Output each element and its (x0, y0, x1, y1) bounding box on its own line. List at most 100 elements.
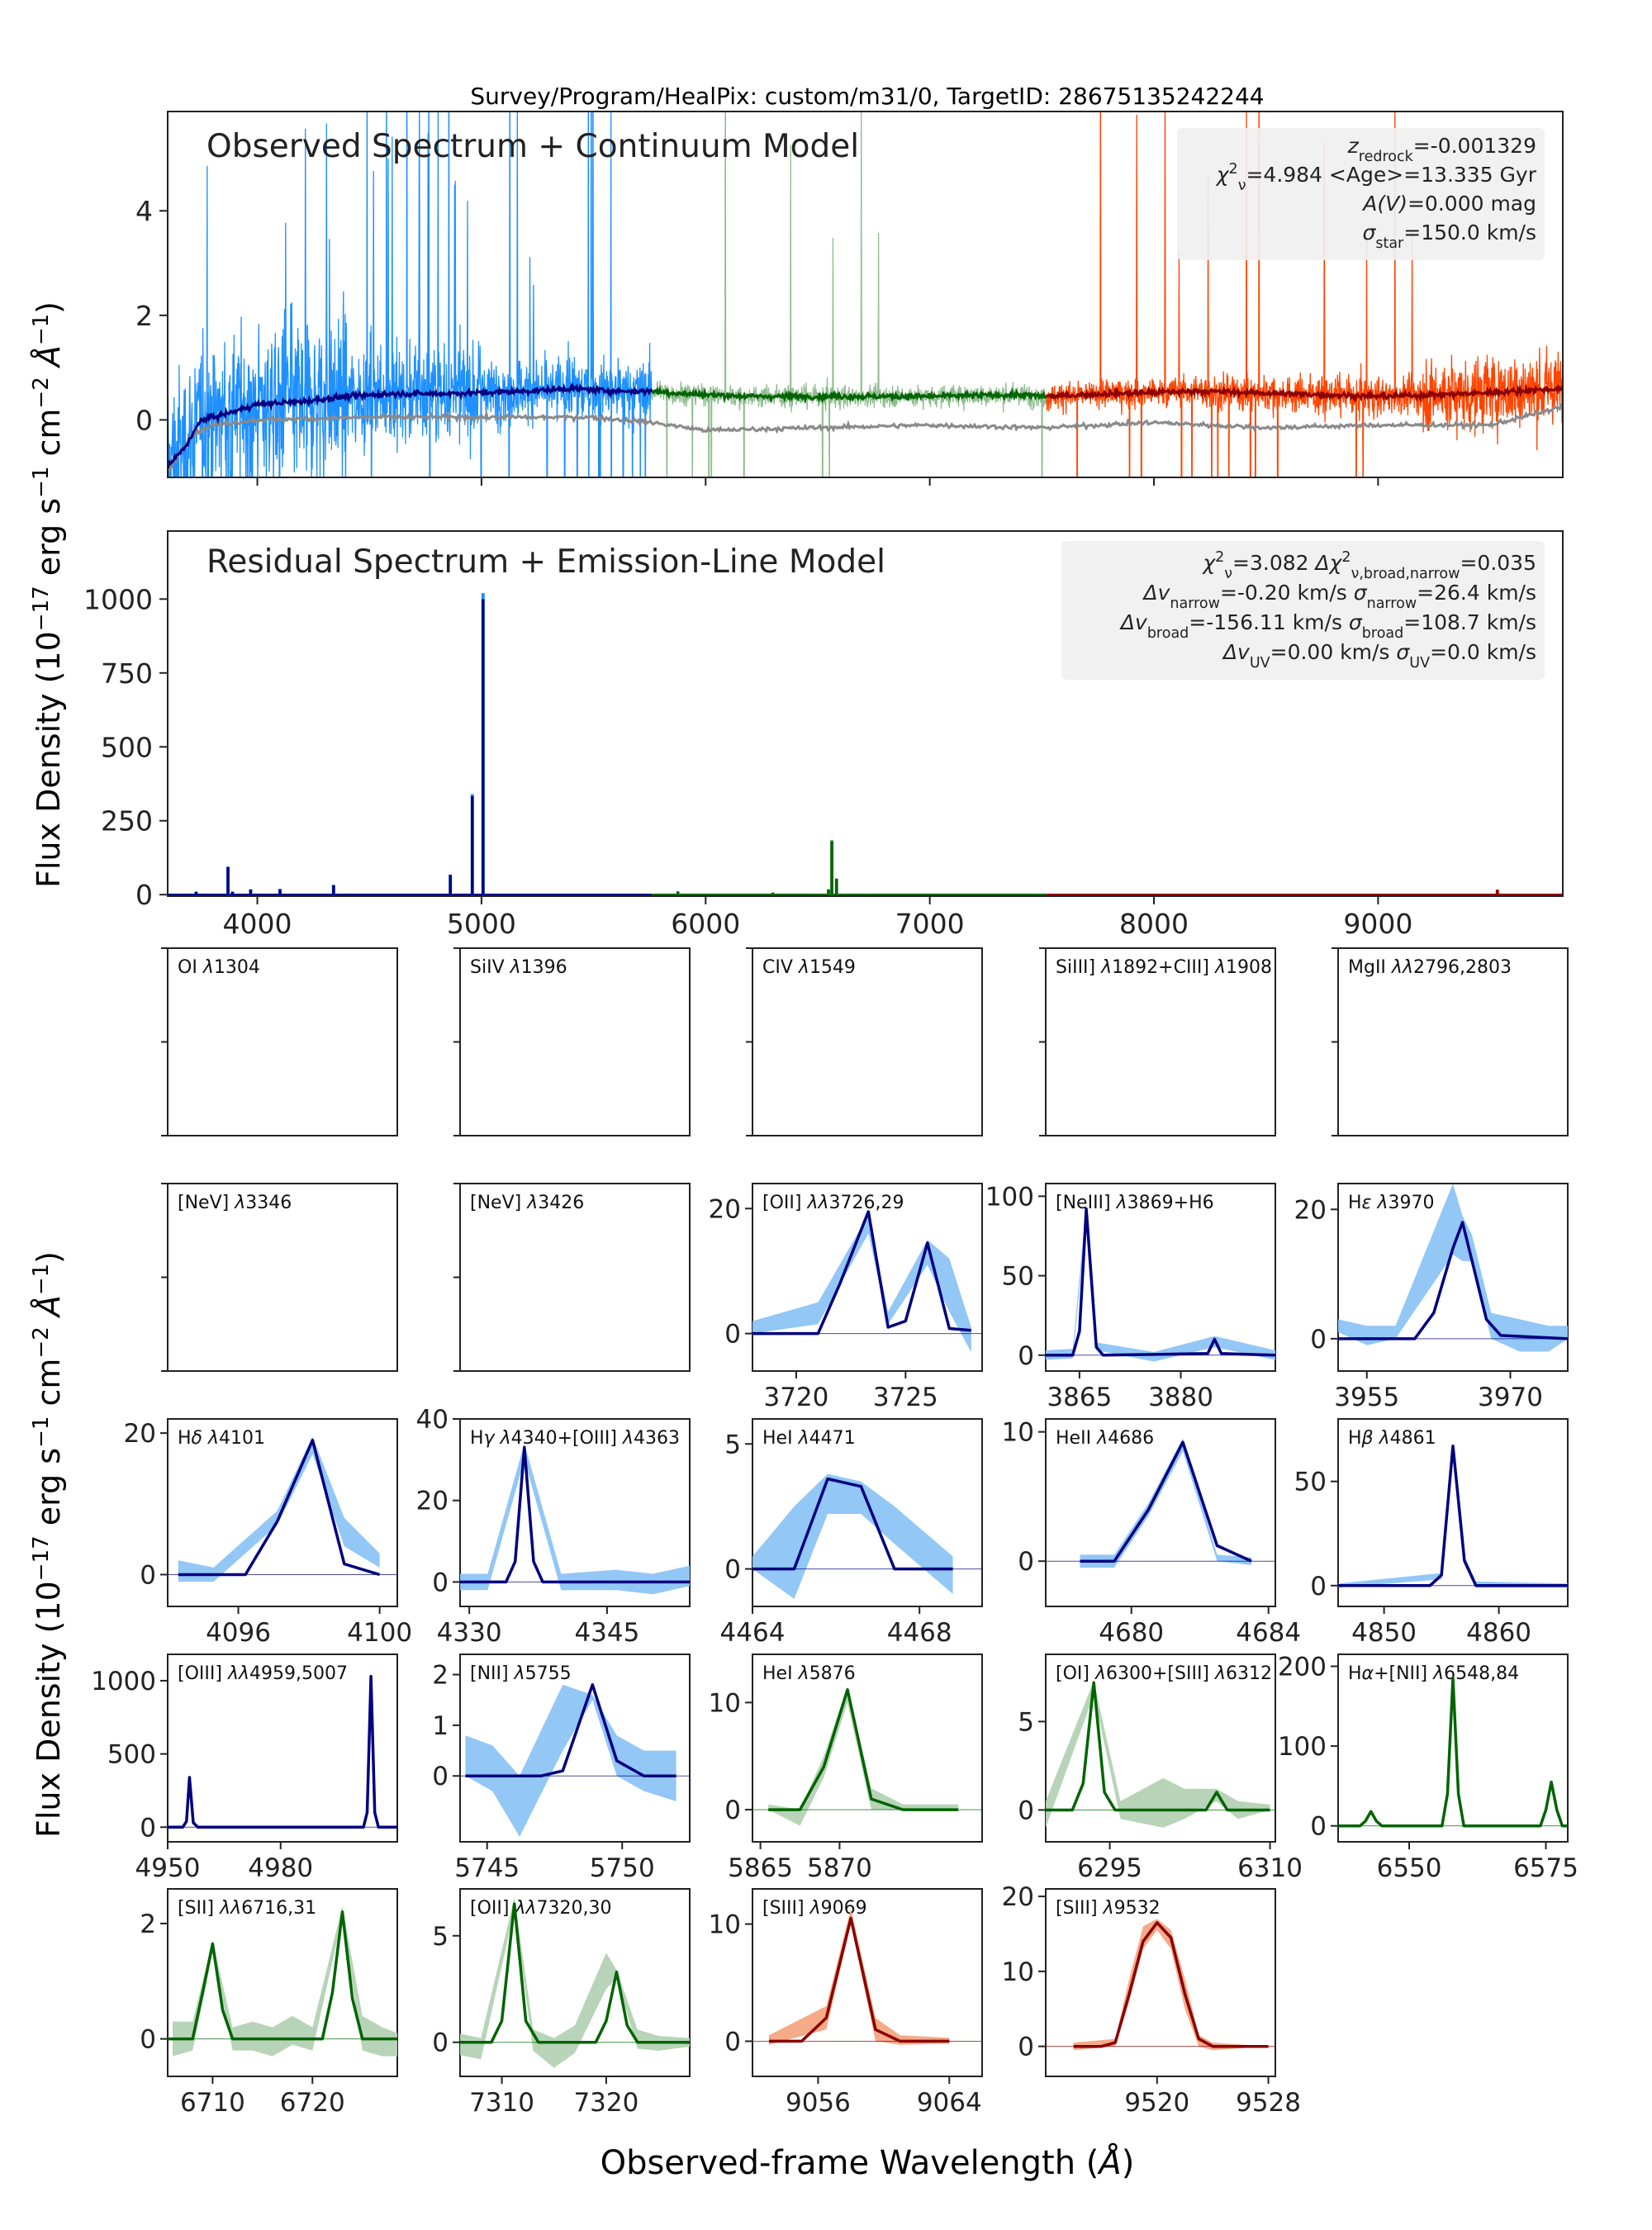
panel-frame (1045, 1183, 1276, 1372)
residual-plot-title: Residual Spectrum + Emission-Line Model (206, 543, 885, 581)
line-fit-stat-line: Δvnarrow=-0.20 km/s σnarrow=26.4 km/s (1142, 581, 1536, 612)
panel-frame (459, 1183, 691, 1372)
line-model-curve (460, 1902, 690, 2044)
data-uncertainty-band (173, 1906, 397, 2057)
data-uncertainty-band (465, 1684, 676, 1837)
line-panel: [SIII] λ9532 9520 9528 0 10 20 (1002, 1882, 1301, 2118)
y-tick-label: 40 (416, 1405, 449, 1435)
panel-frame (752, 947, 983, 1136)
y-tick-label: 0 (1018, 1547, 1034, 1577)
x-tick-label: 4860 (1466, 1618, 1531, 1648)
panel-label: HeI λ5876 (762, 1663, 856, 1684)
y-tick-label: 0 (1018, 2033, 1034, 2062)
panel-frame (1045, 1418, 1276, 1607)
x-tick-label: 9064 (917, 2088, 982, 2118)
x-tick-label: 7000 (895, 908, 965, 940)
x-tick-label: 3970 (1478, 1383, 1543, 1412)
line-model-curve (768, 1916, 950, 2043)
x-tick-label: 9000 (1343, 908, 1412, 940)
y-tick-label: 20 (124, 1419, 156, 1449)
fit-stats-box (1177, 128, 1545, 260)
line-panel: [OII] λλ7320,30 7310 7320 0 5 (432, 1888, 691, 2118)
plot-frame (167, 111, 1564, 478)
y-axis-label-bottom: Flux Density (10−17 erg s−1 cm−2 Å−1) (29, 1251, 67, 1838)
y-tick-label: 5 (432, 1922, 449, 1952)
x-tick-label: 6710 (180, 2088, 245, 2118)
x-tick-label: 4850 (1351, 1618, 1417, 1648)
panel-frame (167, 947, 398, 1136)
x-tick-label: 9520 (1124, 2088, 1189, 2118)
x-tick-label: 3880 (1148, 1383, 1213, 1412)
y-tick-label: 0 (140, 2025, 156, 2055)
panel-label: [NeV] λ3426 (470, 1193, 584, 1213)
panel-label: [NeIII] λ3869+H6 (1056, 1193, 1214, 1213)
y-tick-label: 2 (432, 1661, 449, 1691)
panel-frame (1337, 947, 1569, 1136)
y-tick-label: 0 (724, 1555, 741, 1585)
panel-label: MgII λλ2796,2803 (1348, 957, 1512, 978)
x-tick-label: 6720 (280, 2088, 345, 2118)
fit-stat-line: zredrock=-0.001329 (1347, 134, 1536, 165)
x-tick-label: 9528 (1236, 2088, 1301, 2118)
panel-label: HeII λ4686 (1056, 1428, 1154, 1449)
y-axis-label-top: Flux Density (10−17 erg s−1 cm−2 Å−1) (29, 301, 67, 888)
panel-label: [SIII] λ9532 (1056, 1898, 1161, 1919)
line-panel: Hε λ3970 3955 3970 0 20 (1294, 1183, 1569, 1412)
panel-frame (459, 947, 691, 1136)
data-uncertainty-band (1338, 1184, 1568, 1352)
panel-label: [OIII] λλ4959,5007 (178, 1663, 348, 1684)
line-panel: SiIII] λ1892+CIII] λ1908 (1039, 947, 1276, 1136)
y-tick-label: 0 (1310, 1812, 1327, 1842)
line-panel: Hβ λ4861 4850 4860 0 50 (1294, 1418, 1569, 1648)
y-tick-label: 4 (135, 195, 153, 227)
line-panel: [NeV] λ3426 (453, 1183, 691, 1372)
panel-label: SiIV λ1396 (470, 957, 567, 978)
figure-title: Survey/Program/HealPix: custom/m31/0, Ta… (470, 83, 1264, 110)
x-tick-label: 7320 (573, 2088, 638, 2118)
y-tick-label: 0 (724, 2027, 741, 2057)
line-panel: MgII λλ2796,2803 (1332, 947, 1569, 1136)
line-panel: CIV λ1549 (746, 947, 983, 1136)
line-panel: [OIII] λλ4959,5007 4950 4980 0 500 1000 (91, 1654, 398, 1883)
residual-plot: 4000 5000 6000 7000 8000 9000 0 250 500 750 1000 Re… (83, 530, 1564, 940)
data-uncertainty-band (752, 1473, 953, 1599)
x-tick-label: 4345 (574, 1618, 639, 1648)
y-tick-label: 0 (1018, 1341, 1034, 1371)
line-panel: Hδ λ4101 4096 4100 0 20 (124, 1418, 412, 1648)
line-model-curve (1046, 1681, 1270, 1812)
line-model-curve (752, 1477, 953, 1571)
continuum-model-r (651, 385, 1048, 405)
line-model-curve (1338, 1677, 1568, 1828)
panel-label: [SII] λλ6716,31 (178, 1898, 316, 1919)
data-uncertainty-band (460, 1443, 690, 1595)
data-uncertainty-band (768, 1909, 950, 2045)
y-tick-label: 50 (1294, 1468, 1327, 1497)
y-tick-label: 0 (1018, 1796, 1034, 1825)
x-tick-label: 4680 (1099, 1618, 1164, 1648)
x-tick-label: 4330 (437, 1618, 502, 1648)
line-panel: HeI λ4471 4464 4468 0 5 (720, 1418, 983, 1648)
line-model-curve (1338, 1221, 1568, 1340)
panel-label: [OII] λλ3726,29 (762, 1193, 904, 1213)
x-tick-label: 4950 (135, 1853, 201, 1883)
y-tick-label: 20 (709, 1194, 741, 1224)
x-tick-label: 4000 (223, 908, 292, 940)
panel-label: SiIII] λ1892+CIII] λ1908 (1056, 957, 1272, 978)
y-tick-label: 0 (1310, 1325, 1327, 1355)
continuum-model-b (168, 382, 653, 469)
y-tick-label: 0 (432, 1568, 449, 1597)
panel-label: [NII] λ5755 (470, 1663, 572, 1684)
x-tick-label: 4980 (248, 1853, 313, 1883)
line-panel: HeI λ5876 5865 5870 0 10 (709, 1654, 983, 1883)
line-panel: [OI] λ6300+[SIII] λ6312 6295 6310 0 5 (1018, 1654, 1303, 1883)
y-tick-label: 20 (416, 1487, 449, 1516)
line-fit-stat-line: χ2ν=3.082 Δχ2ν,broad,narrow=0.035 (1201, 549, 1536, 582)
spectrum-plot-title: Observed Spectrum + Continuum Model (206, 128, 859, 165)
x-tick-label: 3955 (1334, 1383, 1399, 1412)
y-tick-label: 0 (724, 1320, 741, 1350)
line-model-curve (178, 1438, 381, 1577)
line-panel: Hγ λ4340+[OIII] λ4363 4330 4345 0 20 40 (416, 1405, 691, 1648)
line-model-curve (465, 1683, 676, 1777)
panel-label: Hε λ3970 (1348, 1193, 1434, 1213)
